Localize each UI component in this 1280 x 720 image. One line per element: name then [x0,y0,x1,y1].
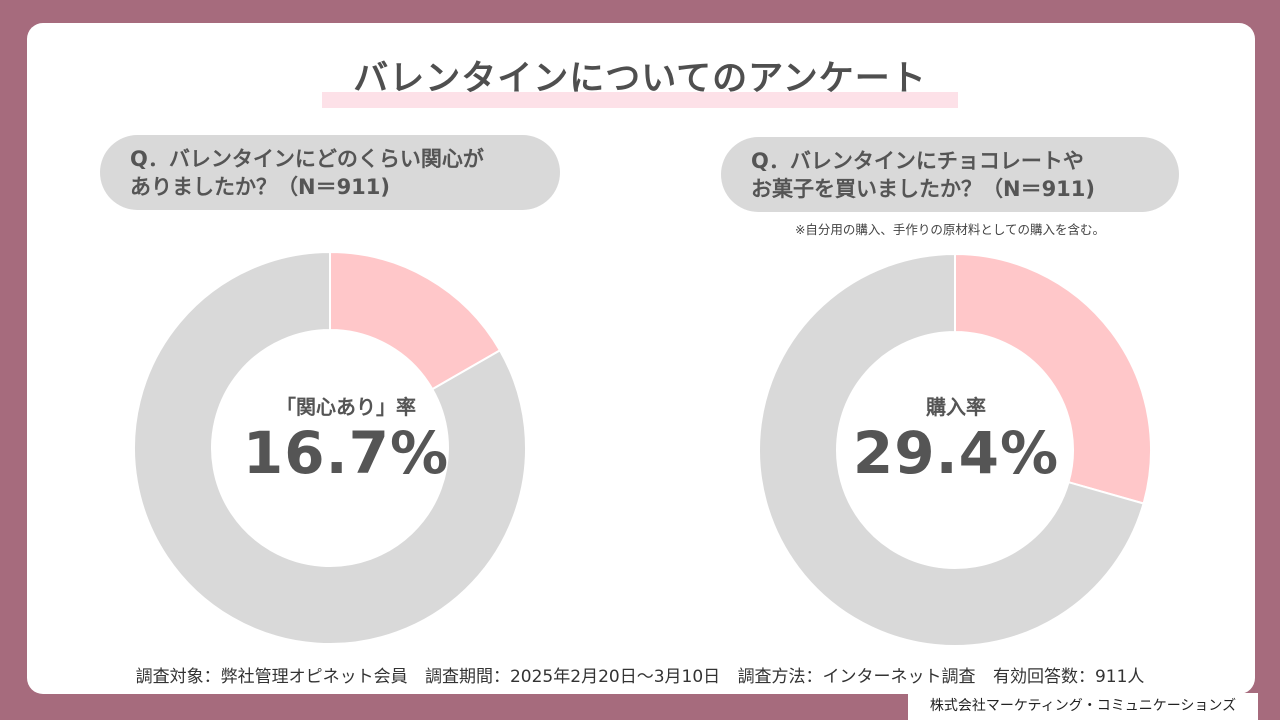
question-right: Q．バレンタインにチョコレートや お菓子を買いましたか？（N＝911) [721,137,1179,212]
footer-method: 調査方法：インターネット調査 [737,667,976,687]
donut-left-label: 「関心あり」率 [276,395,416,419]
footer-period: 調査期間：2025年2月20日～3月10日 [424,667,721,687]
title-underline [322,92,958,108]
footer-subject: 調査対象：弊社管理オピネット会員 [135,667,408,687]
question-right-line1: Q．バレンタインにチョコレートや [751,149,1084,173]
survey-footer: 調査対象：弊社管理オピネット会員 調査期間：2025年2月20日～3月10日 調… [0,662,1280,687]
question-left-line1: Q．バレンタインにどのくらい関心が [130,147,484,171]
footer-responses: 有効回答数：911人 [992,667,1145,687]
title-block: バレンタインについてのアンケート [322,58,958,108]
purchase-note: ※自分用の購入、手作りの原材料としての購入を含む。 [794,222,1106,237]
donut-left-slice-1 [133,250,527,645]
question-left: Q．バレンタインにどのくらい関心が ありましたか？（N＝911) [100,135,560,210]
question-right-line2: お菓子を買いましたか？（N＝911) [751,177,1096,201]
page-title: バレンタインについてのアンケート [353,59,927,99]
question-left-line2: ありましたか？（N＝911) [130,175,391,199]
donut-right-slice-0 [954,252,1152,505]
donut-right-value: 29.4% [852,419,1060,487]
donut-right-center: 購入率 29.4% [816,393,1096,485]
donut-right-label: 購入率 [926,395,986,419]
donut-left-center: 「関心あり」率 16.7% [196,393,496,485]
donut-left-value: 16.7% [242,419,450,487]
donut-right-slice-1 [758,252,1145,647]
company-name: 株式会社マーケティング・コミュニケーションズ [908,693,1258,720]
